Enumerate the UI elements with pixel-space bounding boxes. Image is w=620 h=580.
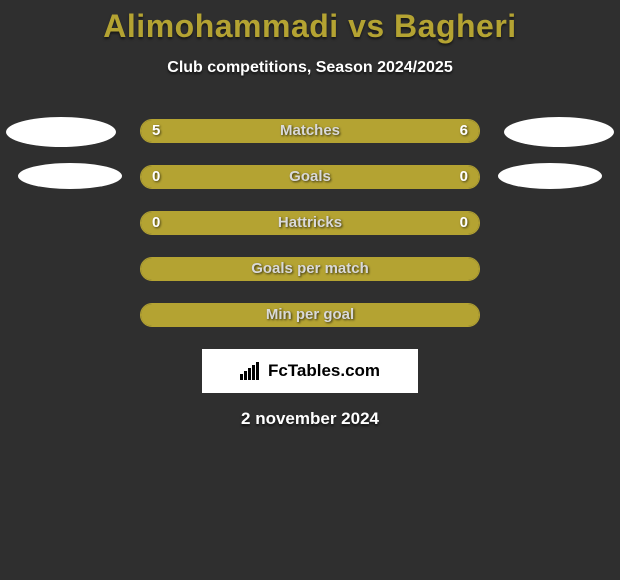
stat-bar-left <box>141 258 479 280</box>
page-title: Alimohammadi vs Bagheri <box>0 8 620 45</box>
stat-value-right: 0 <box>460 165 468 189</box>
stat-value-left: 5 <box>152 119 160 143</box>
stat-value-left: 0 <box>152 165 160 189</box>
date-label: 2 november 2024 <box>0 409 620 429</box>
stat-rows: 5 6 Matches 0 0 Goals 0 0 Hattricks <box>0 119 620 327</box>
stat-row: Min per goal <box>0 303 620 327</box>
stat-row: Goals per match <box>0 257 620 281</box>
stat-bar-right <box>295 120 479 142</box>
source-logo: FcTables.com <box>202 349 418 393</box>
stat-value-left: 0 <box>152 211 160 235</box>
stat-bar <box>140 257 480 281</box>
stat-row: 0 0 Hattricks <box>0 211 620 235</box>
stat-bar <box>140 211 480 235</box>
stat-bar-right <box>310 212 479 234</box>
stat-bar <box>140 303 480 327</box>
subtitle: Club competitions, Season 2024/2025 <box>0 59 620 77</box>
stat-value-right: 6 <box>460 119 468 143</box>
stat-row: 0 0 Goals <box>0 165 620 189</box>
stat-bar <box>140 119 480 143</box>
stat-bar-left <box>141 304 479 326</box>
stat-row: 5 6 Matches <box>0 119 620 143</box>
stat-bar <box>140 165 480 189</box>
stat-bar-left <box>141 166 310 188</box>
comparison-card: Alimohammadi vs Bagheri Club competition… <box>0 0 620 429</box>
stat-value-right: 0 <box>460 211 468 235</box>
stat-bar-left <box>141 120 295 142</box>
stat-bar-right <box>310 166 479 188</box>
source-logo-text: FcTables.com <box>268 361 380 381</box>
stat-bar-left <box>141 212 310 234</box>
bars-icon <box>240 362 262 380</box>
